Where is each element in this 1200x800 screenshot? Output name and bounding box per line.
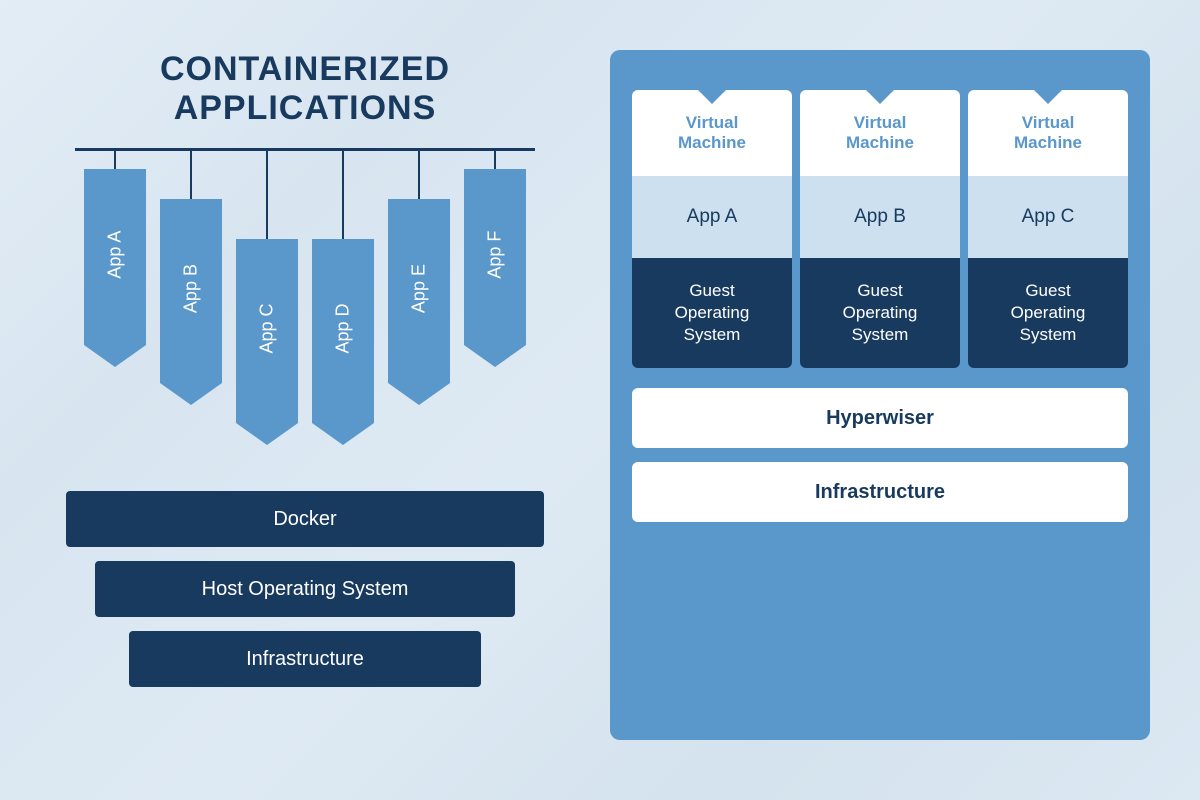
containerized-panel: CONTAINERIZED APPLICATIONS App AApp BApp…: [40, 50, 570, 740]
app-label: App C: [257, 304, 278, 354]
app-label: App F: [485, 231, 506, 279]
hanger-string: [494, 151, 496, 169]
app-pennant: App B: [160, 199, 222, 383]
app-hanger: App F: [464, 151, 526, 345]
vm-header: VirtualMachine: [800, 90, 960, 176]
vm-header-label: VirtualMachine: [846, 113, 914, 154]
app-hanger-row: App A App B App C App D App E App F: [65, 151, 545, 451]
stack-layer: Infrastructure: [129, 631, 481, 687]
vm-row: VirtualMachineApp AGuestOperatingSystemV…: [632, 90, 1128, 368]
title-line1: CONTAINERIZED: [160, 50, 450, 88]
pennant-arrow-icon: [388, 383, 450, 405]
title-line2: APPLICATIONS: [174, 89, 437, 127]
app-label: App D: [333, 304, 354, 354]
pennant-arrow-icon: [464, 345, 526, 367]
app-hanger: App C: [236, 151, 298, 423]
app-hanger: App D: [312, 151, 374, 423]
hanger-string: [266, 151, 268, 239]
app-label: App E: [409, 264, 430, 313]
vm-notch-icon: [1034, 90, 1062, 104]
app-pennant: App F: [464, 169, 526, 345]
app-pennant: App D: [312, 239, 374, 423]
vm-column: VirtualMachine App AGuestOperatingSystem: [632, 90, 792, 368]
vm-column: VirtualMachine App BGuestOperatingSystem: [800, 90, 960, 368]
vm-guest-os: GuestOperatingSystem: [800, 258, 960, 368]
vm-column: VirtualMachine App CGuestOperatingSystem: [968, 90, 1128, 368]
app-pennant: App A: [84, 169, 146, 345]
app-pennant: App E: [388, 199, 450, 383]
app-label: App A: [105, 231, 126, 279]
vm-header: VirtualMachine: [632, 90, 792, 176]
vm-guest-os: GuestOperatingSystem: [968, 258, 1128, 368]
vm-base-layer: Infrastructure: [632, 462, 1128, 522]
pennant-arrow-icon: [160, 383, 222, 405]
pennant-arrow-icon: [84, 345, 146, 367]
vm-panel: VirtualMachineApp AGuestOperatingSystemV…: [610, 50, 1150, 740]
app-hanger: App E: [388, 151, 450, 383]
vm-notch-icon: [698, 90, 726, 104]
vm-app-label: App C: [968, 176, 1128, 258]
hanger-string: [114, 151, 116, 169]
hanger-string: [418, 151, 420, 199]
vm-app-label: App A: [632, 176, 792, 258]
vm-base-layers: Hyperwiser Infrastructure: [632, 388, 1128, 522]
stack-layer: Docker: [66, 491, 544, 547]
containerized-title: CONTAINERIZED APPLICATIONS: [160, 50, 450, 128]
pennant-arrow-icon: [236, 423, 298, 445]
vm-app-label: App B: [800, 176, 960, 258]
pennant-arrow-icon: [312, 423, 374, 445]
container-stack: Docker Host Operating System Infrastructur…: [66, 491, 544, 687]
vm-guest-os: GuestOperatingSystem: [632, 258, 792, 368]
app-pennant: App C: [236, 239, 298, 423]
vm-header: VirtualMachine: [968, 90, 1128, 176]
hanger-string: [190, 151, 192, 199]
vm-base-layer: Hyperwiser: [632, 388, 1128, 448]
vm-notch-icon: [866, 90, 894, 104]
app-hanger: App B: [160, 151, 222, 383]
vm-header-label: VirtualMachine: [1014, 113, 1082, 154]
vm-header-label: VirtualMachine: [678, 113, 746, 154]
hanger-string: [342, 151, 344, 239]
stack-layer: Host Operating System: [95, 561, 515, 617]
app-label: App B: [181, 264, 202, 313]
app-hanger: App A: [84, 151, 146, 345]
